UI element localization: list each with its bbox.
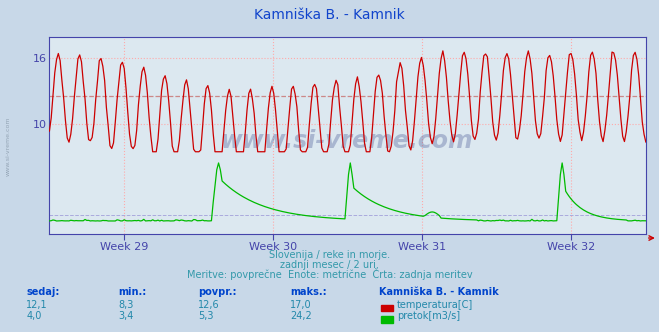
Text: Kamniška B. - Kamnik: Kamniška B. - Kamnik (379, 288, 499, 297)
Text: Kamniška B. - Kamnik: Kamniška B. - Kamnik (254, 8, 405, 22)
Text: 12,1: 12,1 (26, 300, 48, 310)
Text: Slovenija / reke in morje.: Slovenija / reke in morje. (269, 250, 390, 260)
Text: 12,6: 12,6 (198, 300, 219, 310)
Text: temperatura[C]: temperatura[C] (397, 300, 473, 310)
Text: povpr.:: povpr.: (198, 288, 236, 297)
Text: 4,0: 4,0 (26, 311, 42, 321)
Text: min.:: min.: (119, 288, 147, 297)
Text: 5,3: 5,3 (198, 311, 214, 321)
Text: Meritve: povprečne  Enote: metrične  Črta: zadnja meritev: Meritve: povprečne Enote: metrične Črta:… (186, 268, 473, 280)
Text: sedaj:: sedaj: (26, 288, 60, 297)
Text: www.si-vreme.com: www.si-vreme.com (6, 116, 11, 176)
Text: pretok[m3/s]: pretok[m3/s] (397, 311, 460, 321)
Text: 3,4: 3,4 (119, 311, 134, 321)
Text: 8,3: 8,3 (119, 300, 134, 310)
Text: zadnji mesec / 2 uri.: zadnji mesec / 2 uri. (280, 260, 379, 270)
Text: maks.:: maks.: (290, 288, 327, 297)
Text: www.si-vreme.com: www.si-vreme.com (221, 129, 474, 153)
Text: 17,0: 17,0 (290, 300, 312, 310)
Text: 24,2: 24,2 (290, 311, 312, 321)
